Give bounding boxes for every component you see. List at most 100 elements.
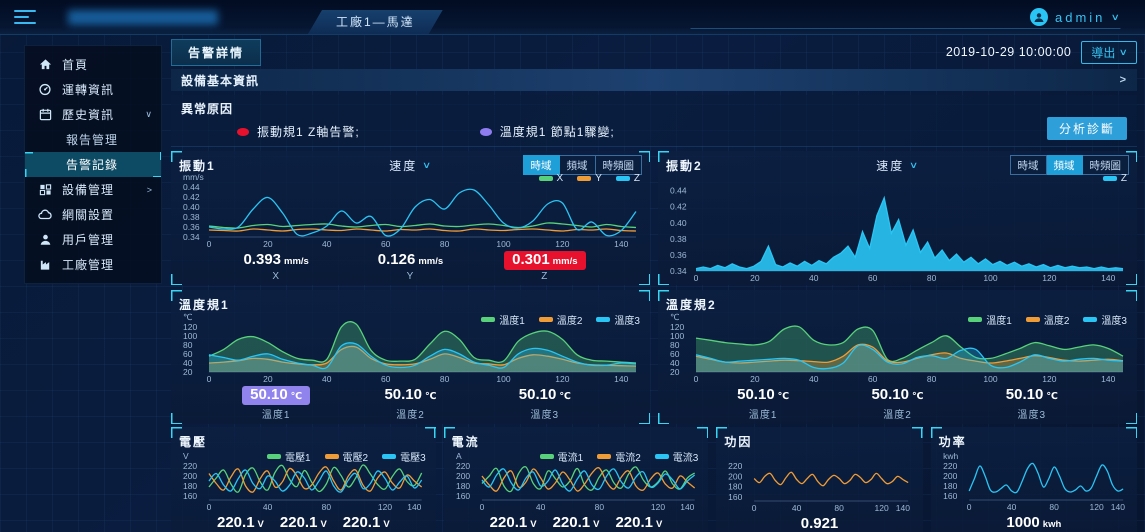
axis-tick-label: 20 [183, 367, 193, 377]
sidebar-item-operation[interactable]: 運轉資訊 [25, 77, 161, 102]
export-button[interactable]: 導出 ∨ [1081, 40, 1137, 64]
legend-item[interactable]: 電流1 [539, 449, 583, 464]
legend-label: X [556, 173, 564, 184]
stat-number: 220.1 [615, 514, 653, 531]
chart-stats-row: 220.1V電壓1220.1V電壓2220.1V電壓3 [179, 512, 428, 532]
legend-item[interactable]: 溫度1 [968, 312, 1012, 327]
legend-swatch [538, 317, 553, 322]
sidebar-item-report[interactable]: 報告管理 [25, 127, 161, 152]
series-line-溫度2 [208, 345, 637, 367]
axis-tick-label: 140 [680, 502, 694, 512]
tab-時頻圖[interactable]: 時頻圖 [595, 155, 642, 175]
legend-item[interactable]: 電壓2 [324, 449, 369, 464]
legend-item[interactable]: 溫度2 [538, 312, 582, 327]
sidebar-item-history[interactable]: 歷史資訊 ∨ [25, 102, 161, 127]
axis-tick-label: ℃ [670, 312, 680, 322]
device-icon [37, 183, 53, 197]
axis-tick-label: 80 [835, 503, 845, 513]
series-line-溫度1 [208, 321, 637, 364]
legend-swatch [654, 454, 669, 459]
sidebar-item-label: 首頁 [62, 58, 89, 72]
legend-item[interactable]: 溫度2 [1025, 312, 1069, 327]
chart-plot-area: 溫度1 溫度2 溫度3 ℃ 120 100 80 60 40 20 0 20 40 60 80 100 120 1… [666, 312, 1129, 384]
legend-item[interactable]: 電流2 [597, 449, 641, 464]
chart-stats-row: 0.393 mm/s X 0.126 mm/s Y 0.301 mm/s Z [179, 249, 642, 283]
legend-label: 電壓2 [342, 453, 369, 464]
legend-item[interactable]: 電壓3 [382, 449, 426, 464]
legend-item[interactable]: 電流3 [654, 449, 698, 464]
legend-item[interactable]: 溫度3 [596, 312, 640, 327]
legend-label: Z [633, 173, 640, 184]
device-info-bar[interactable]: 設備基本資訊 > [171, 69, 1137, 91]
sidebar-item-factory[interactable]: 工廠管理 [25, 252, 161, 277]
panel-header: 振動2 時域 頻域 時頻圖 [666, 155, 1129, 175]
analyze-diagnose-button[interactable]: 分析診斷 [1046, 117, 1127, 140]
legend-item[interactable]: Z [1102, 173, 1127, 184]
tab-時頻圖[interactable]: 時頻圖 [1082, 155, 1129, 175]
chevron-down-icon: ∨ [145, 109, 153, 119]
sidebar-item-device[interactable]: 設備管理 > [25, 177, 161, 202]
stat-value: 50.10 ℃ [998, 386, 1066, 405]
measure-dropdown-label: 速度 [389, 159, 418, 173]
axis-tick-label: 100 [670, 331, 684, 341]
charts-grid-bottom: 電壓 電壓1 電壓2 電壓3 V 220 200 180 160 0 40 80 120 140 220.1… [171, 427, 1137, 532]
legend-item[interactable]: 溫度1 [481, 312, 525, 327]
axis-tick-label: 220 [183, 461, 197, 471]
status-dot-icon [237, 127, 249, 136]
axis-tick-label: 200 [183, 471, 197, 481]
vibration-1-chart: mm/s0.440.420.400.380.360.34 0 20 40 60 80 100… [183, 172, 637, 249]
stat-number: 50.10 [384, 386, 422, 403]
axis-tick-label: 0.44 [670, 186, 687, 196]
sidebar-item-alarm-record[interactable]: 告警記錄 [25, 152, 161, 177]
stat-value: 1000 kwh [998, 514, 1069, 532]
measure-dropdown[interactable]: 速度 ∨ [876, 157, 919, 174]
legend-item[interactable]: 電壓1 [266, 449, 311, 464]
gateway-icon [37, 208, 53, 222]
series-line-功因 [754, 471, 909, 487]
legend-label: 溫度3 [614, 316, 640, 327]
stat-unit: V [593, 519, 600, 530]
legend-item[interactable]: 溫度3 [1083, 312, 1127, 327]
axis-tick-label: 80 [440, 374, 450, 384]
sidebar-item-home[interactable]: 首頁 [25, 52, 161, 77]
chart-legend: 電流1 電流2 電流3 [539, 449, 698, 464]
axis-tick-label: 20 [750, 273, 760, 283]
axis-tick-label: 120 [875, 503, 889, 513]
stat-number: 50.10 [737, 386, 775, 403]
panel-header: 電流 [452, 431, 701, 451]
stat-value: 50.10 ℃ [511, 386, 579, 405]
sidebar-item-user[interactable]: 用戶管理 [25, 227, 161, 252]
series-area-溫度2 [696, 344, 1123, 372]
legend-item[interactable]: Y [577, 173, 602, 184]
stat-unit: ℃ [290, 391, 303, 402]
axis-tick-label: 160 [943, 491, 957, 501]
chart-plot-area: 溫度1 溫度2 溫度3 ℃ 120 100 80 60 40 20 0 20 40 60 80 100 120 1… [179, 312, 642, 384]
vibration-2-chart: 0.44 0.42 0.40 0.38 0.36 0.34 0 20 40 60 80 100 120 1… [670, 186, 1124, 283]
stat-number: 0.393 [243, 251, 282, 268]
panel-header: 振動1 時域 頻域 時頻圖 [179, 155, 642, 175]
tab-頻域[interactable]: 頻域 [1046, 155, 1083, 175]
factory-tab[interactable]: 工廠1—馬達 [308, 10, 443, 34]
user-menu[interactable]: admin ∨ [1029, 8, 1120, 26]
axis-tick-label: 120 [1042, 374, 1056, 384]
hamburger-menu-icon[interactable] [14, 10, 36, 24]
legend-swatch [538, 176, 553, 181]
axis-tick-label: 0 [207, 239, 212, 249]
axis-tick-label: 100 [496, 374, 510, 384]
domain-tab-group: 時域 頻域 時頻圖 [1009, 155, 1129, 175]
legend-item[interactable]: X [538, 173, 564, 184]
stat-溫度3: 50.10 ℃ 溫度3 [998, 386, 1066, 421]
legend-item[interactable]: Z [615, 173, 640, 184]
axis-tick-label: 60 [868, 273, 878, 283]
chart-legend: 溫度1 溫度2 溫度3 [481, 312, 640, 327]
sidebar-item-gateway[interactable]: 網關設置 [25, 202, 161, 227]
history-icon [37, 108, 53, 122]
tab-時域[interactable]: 時域 [1009, 155, 1047, 175]
alarm-detail-tab[interactable]: 告警詳情 [171, 38, 262, 66]
tab-頻域[interactable]: 頻域 [559, 155, 596, 175]
measure-dropdown[interactable]: 速度 ∨ [389, 157, 432, 174]
tab-時域[interactable]: 時域 [522, 155, 560, 175]
axis-tick-label: 100 [983, 273, 997, 283]
axis-tick-label: 180 [183, 481, 197, 491]
stat-number: 0.301 [512, 251, 550, 268]
